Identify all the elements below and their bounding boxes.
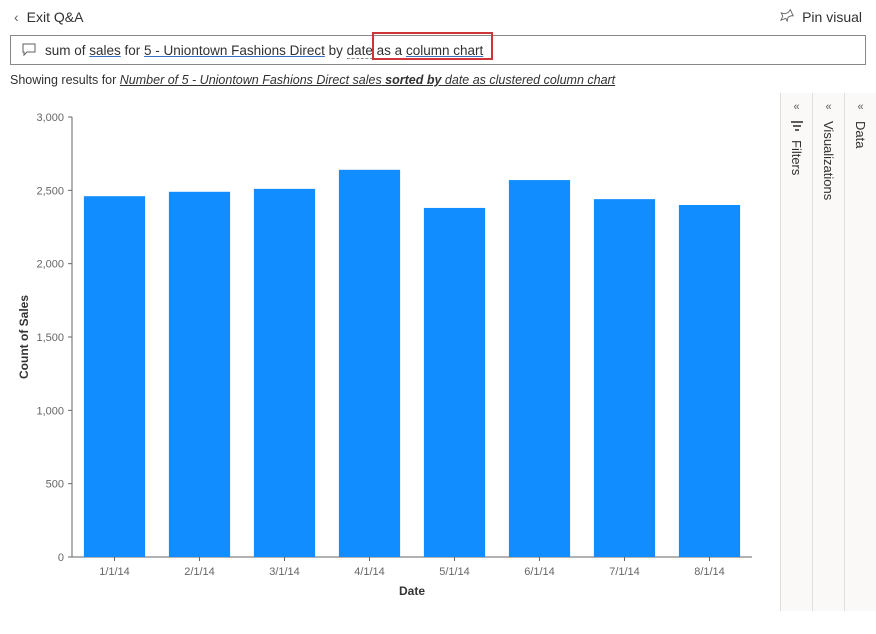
column-chart: 0 500 1,000 1,500 2,000 2,500 3,000 1/1/14 2/1/1… bbox=[10, 107, 770, 607]
chart-container: 0 500 1,000 1,500 2,000 2,500 3,000 1/1/14 2/1/1… bbox=[0, 93, 780, 611]
expand-left-icon: « bbox=[793, 101, 799, 113]
svg-text:2,000: 2,000 bbox=[36, 259, 64, 271]
visualizations-panel-collapsed[interactable]: « Visualizations bbox=[812, 93, 844, 611]
query-row: sum of sales for 5 - Uniontown Fashions … bbox=[10, 35, 866, 65]
back-chevron-icon: ‹ bbox=[14, 9, 19, 25]
query-term-sales: sales bbox=[89, 43, 121, 58]
exit-qa-button[interactable]: ‹ Exit Q&A bbox=[14, 9, 83, 25]
svg-text:8/1/14: 8/1/14 bbox=[694, 566, 725, 578]
svg-text:4/1/14: 4/1/14 bbox=[354, 566, 385, 578]
side-panels: « Filters « Visualizations « Data bbox=[780, 93, 876, 611]
expand-left-icon: « bbox=[857, 101, 863, 113]
svg-text:1,000: 1,000 bbox=[36, 405, 64, 417]
exit-qa-label: Exit Q&A bbox=[27, 9, 84, 25]
data-panel-collapsed[interactable]: « Data bbox=[844, 93, 876, 611]
svg-text:500: 500 bbox=[46, 479, 64, 491]
filters-panel-collapsed[interactable]: « Filters bbox=[780, 93, 812, 611]
visualizations-label: Visualizations bbox=[821, 121, 836, 200]
svg-text:1,500: 1,500 bbox=[36, 332, 64, 344]
svg-text:5/1/14: 5/1/14 bbox=[439, 566, 470, 578]
query-text: sum of sales for 5 - Uniontown Fashions … bbox=[45, 43, 483, 58]
svg-text:1/1/14: 1/1/14 bbox=[99, 566, 130, 578]
svg-text:6/1/14: 6/1/14 bbox=[524, 566, 555, 578]
svg-text:2,500: 2,500 bbox=[36, 185, 64, 197]
svg-text:3/1/14: 3/1/14 bbox=[269, 566, 300, 578]
filter-icon bbox=[791, 121, 803, 134]
filters-label: Filters bbox=[789, 140, 804, 175]
pin-visual-button[interactable]: Pin visual bbox=[780, 8, 862, 25]
query-term-date: date bbox=[347, 43, 373, 59]
data-label: Data bbox=[853, 121, 868, 148]
pin-visual-label: Pin visual bbox=[802, 9, 862, 25]
content-area: 0 500 1,000 1,500 2,000 2,500 3,000 1/1/14 2/1/1… bbox=[0, 93, 876, 611]
qa-query-input[interactable]: sum of sales for 5 - Uniontown Fashions … bbox=[10, 35, 866, 65]
svg-text:0: 0 bbox=[58, 552, 64, 564]
results-description: Showing results for Number of 5 - Uniont… bbox=[10, 73, 866, 87]
svg-text:7/1/14: 7/1/14 bbox=[609, 566, 640, 578]
chat-icon bbox=[21, 42, 37, 58]
svg-text:Date: Date bbox=[399, 584, 425, 598]
svg-text:3,000: 3,000 bbox=[36, 112, 64, 124]
expand-left-icon: « bbox=[825, 101, 831, 113]
svg-text:2/1/14: 2/1/14 bbox=[184, 566, 215, 578]
svg-text:Count of Sales: Count of Sales bbox=[17, 295, 31, 379]
query-term-chart: column chart bbox=[406, 43, 483, 58]
query-term-store: 5 - Uniontown Fashions Direct bbox=[144, 43, 325, 58]
pin-icon bbox=[780, 8, 794, 25]
topbar: ‹ Exit Q&A Pin visual bbox=[0, 0, 876, 35]
